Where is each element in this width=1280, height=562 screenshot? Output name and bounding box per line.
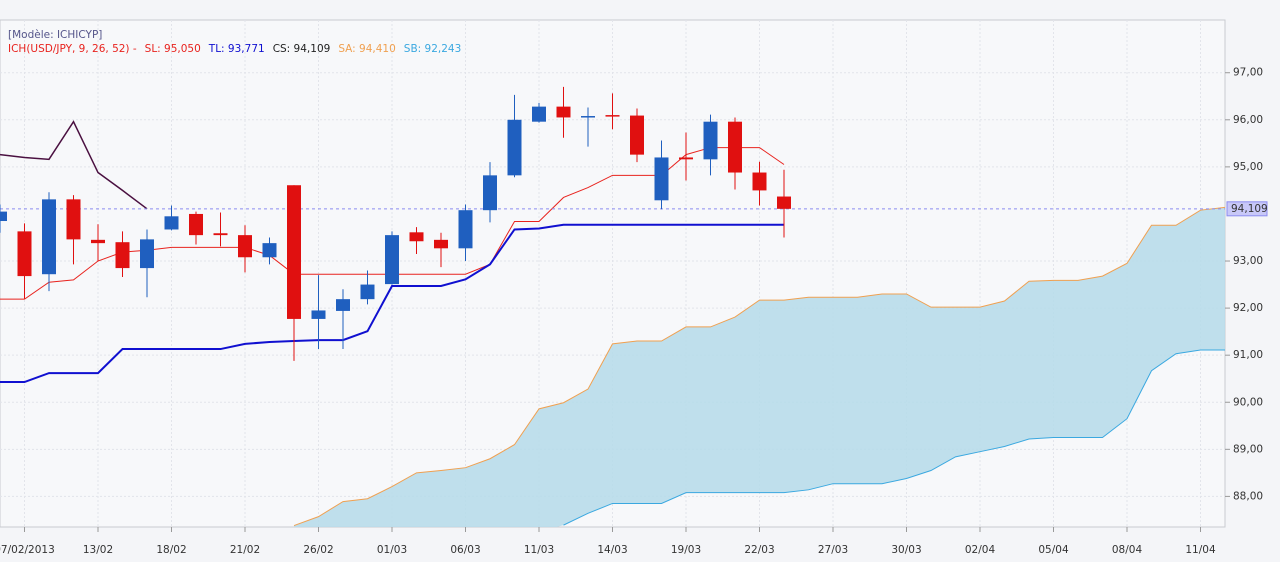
candle-body: [189, 213, 203, 236]
legend-entry: TL: 93,771: [208, 43, 265, 55]
x-tick-label: 21/02: [230, 544, 260, 556]
candle-body: [66, 199, 81, 240]
candle-body: [728, 121, 742, 173]
cloud: [294, 207, 1225, 527]
candle-body: [311, 310, 326, 319]
x-tick-label: 22/03: [744, 544, 774, 556]
x-tick-label: 08/04: [1112, 544, 1143, 556]
legend-entry: SB: 92,243: [404, 43, 461, 55]
indicator-line: [293, 206, 1225, 527]
x-tick-label: 19/03: [671, 544, 701, 556]
plot: [0, 86, 1225, 527]
candle-body: [17, 231, 32, 277]
y-tick-label: 90,00: [1233, 396, 1263, 408]
candle-body: [213, 233, 228, 236]
candle-body: [42, 199, 56, 275]
legend-entry: ICH(USD/JPY, 9, 26, 52) -: [8, 43, 137, 55]
candle-body: [777, 196, 791, 209]
axes: 88,00 89,00 90,00 91,00 92,00 93,00 95,00 96,00…: [0, 67, 1268, 556]
candle-body: [434, 239, 448, 249]
y-tick-label: 95,00: [1233, 161, 1263, 173]
indicator-line: [563, 349, 1225, 526]
candle-body: [238, 235, 252, 258]
grid: [0, 20, 1225, 527]
candle-body: [360, 284, 375, 300]
y-tick-label: 89,00: [1233, 443, 1263, 455]
candle-body: [630, 115, 644, 155]
x-tick-label: 11/03: [524, 544, 554, 556]
candle-body: [115, 242, 130, 269]
candle-body: [164, 216, 179, 230]
legend-entry: CS: 94,109: [273, 43, 331, 55]
candle-body: [605, 115, 620, 117]
candle-body: [0, 211, 7, 222]
y-tick-label: 91,00: [1233, 349, 1263, 361]
x-tick-label: 06/03: [450, 544, 480, 556]
y-tick-label: 93,00: [1233, 255, 1263, 267]
x-tick-label: 02/04: [965, 544, 996, 556]
indicator-line: [0, 120, 148, 210]
candle-body: [507, 119, 522, 176]
candle-body: [581, 116, 595, 118]
x-tick-label: 30/03: [891, 544, 921, 556]
candle-body: [262, 243, 277, 258]
candle-body: [703, 121, 718, 160]
candle-body: [654, 157, 669, 201]
candle-body: [752, 172, 767, 191]
price-marker-label: 94,109: [1231, 203, 1268, 215]
x-tick-label: 13/02: [83, 544, 113, 556]
x-tick-label: 27/03: [818, 544, 848, 556]
candle-body: [409, 232, 424, 242]
candle-body: [483, 175, 497, 211]
candle-body: [385, 235, 399, 285]
candle-body: [91, 239, 105, 244]
x-tick-label: 18/02: [156, 544, 186, 556]
y-tick-label: 96,00: [1233, 114, 1263, 126]
x-tick-label: 05/04: [1038, 544, 1069, 556]
candle-body: [556, 106, 571, 118]
price-marker: [1226, 201, 1268, 217]
candle-body: [287, 185, 301, 319]
x-tick-label: 01/03: [377, 544, 407, 556]
y-tick-label: 92,00: [1233, 302, 1263, 314]
y-tick-label: 88,00: [1233, 490, 1263, 502]
candle-body: [140, 239, 154, 269]
model-label: [Modèle: ICHICYP]: [8, 29, 102, 41]
x-tick-label: 14/03: [597, 544, 627, 556]
candle-body: [532, 106, 546, 122]
legend-entry: SL: 95,050: [145, 43, 201, 55]
candle-body: [679, 157, 693, 160]
x-tick-label: 07/02/2013: [0, 544, 55, 556]
y-tick-label: 97,00: [1233, 67, 1263, 79]
x-tick-label: 26/02: [303, 544, 333, 556]
indicator-line: [0, 223, 785, 384]
x-tick-label: 11/04: [1185, 544, 1216, 556]
legend: ICH(USD/JPY, 9, 26, 52) - SL: 95,050 TL: 9…: [8, 43, 461, 55]
candle-body: [458, 210, 473, 249]
legend-entry: SA: 94,410: [338, 43, 395, 55]
candle-body: [336, 299, 350, 311]
